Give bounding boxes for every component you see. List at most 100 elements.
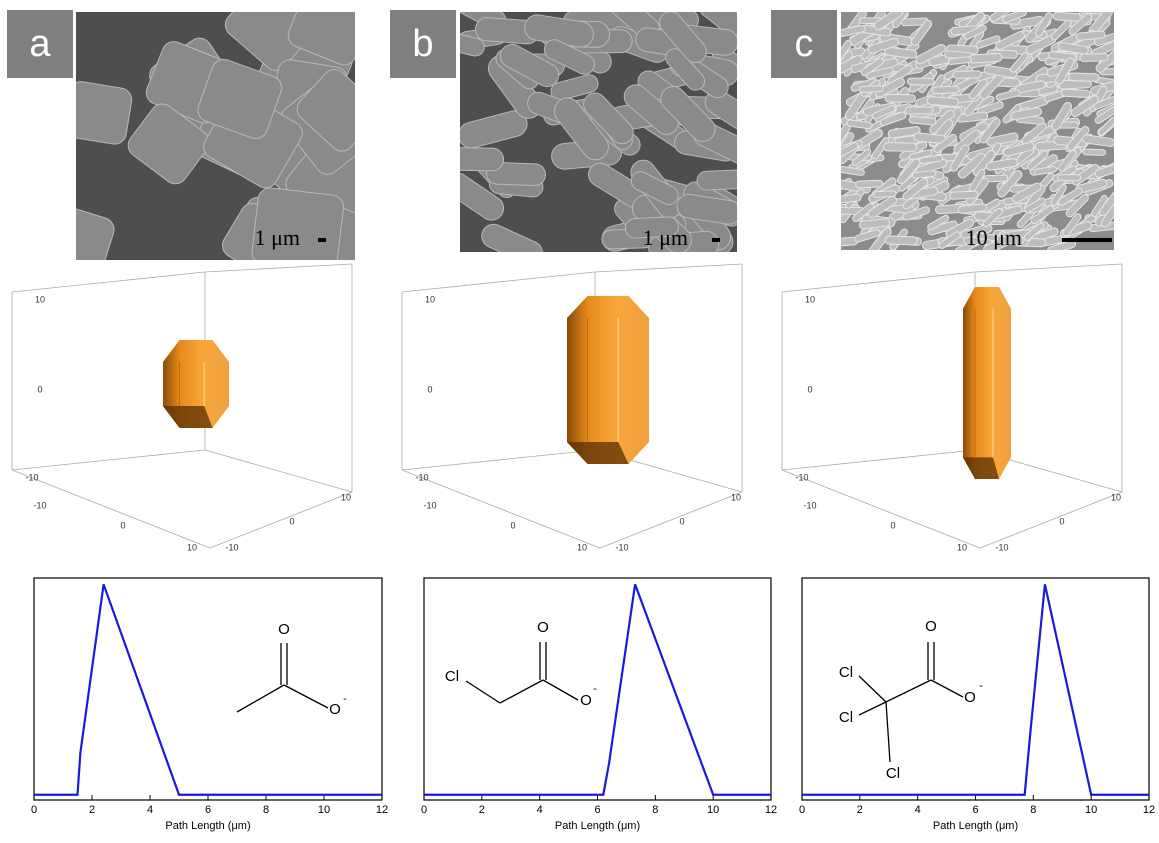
x-tick-label-3d: 0	[120, 520, 125, 530]
atom: O	[278, 621, 290, 638]
x-tick-label-3d: 10	[957, 542, 967, 552]
bond	[284, 685, 328, 708]
x-tick-label-3d: -10	[803, 500, 816, 510]
bond	[886, 680, 931, 702]
box-edge	[980, 492, 1122, 548]
crystal	[963, 287, 1011, 479]
z-tick-label: 10	[35, 294, 45, 304]
x-axis-label: Path Length (μm)	[555, 820, 640, 832]
atom: Cl	[839, 664, 853, 681]
sem-particle	[884, 143, 917, 152]
box-edge	[205, 264, 352, 272]
data-line	[34, 584, 382, 794]
z-tick-label: -10	[795, 472, 808, 482]
atom: O	[580, 692, 592, 709]
y-tick-label-3d: 10	[731, 492, 741, 502]
box-edge	[210, 492, 352, 548]
panel-label: b	[412, 23, 433, 65]
bond	[859, 676, 886, 702]
atom: O	[964, 689, 976, 706]
box-edge	[12, 450, 205, 470]
x-tick-label: 6	[972, 804, 978, 816]
box-edge	[782, 450, 975, 470]
x-tick-label: 10	[1085, 804, 1097, 816]
sem-particle	[873, 191, 896, 198]
bond	[886, 702, 890, 762]
charge: -	[593, 683, 597, 695]
z-tick-label: 0	[427, 384, 432, 394]
sem-image	[435, 0, 770, 269]
sem-particle	[907, 78, 934, 85]
scale-bar-label: 1 μm	[643, 225, 688, 250]
atom: O	[329, 701, 341, 718]
x-tick-label-3d: -10	[33, 500, 46, 510]
sem-particle	[827, 237, 858, 247]
x-tick-label: 8	[652, 804, 658, 816]
z-tick-label: -10	[25, 472, 38, 482]
box-edge	[782, 272, 975, 292]
bond	[466, 681, 500, 703]
sem-particle	[441, 147, 503, 171]
x-tick-label: 10	[707, 804, 719, 816]
sem-image	[35, 0, 386, 283]
y-tick-label-3d: 10	[341, 492, 351, 502]
sem-particle	[1061, 89, 1090, 98]
bond	[543, 680, 578, 700]
atom: O	[537, 619, 549, 636]
x-tick-label: 0	[799, 804, 805, 816]
x-axis-label: Path Length (μm)	[165, 820, 250, 832]
y-tick-label-3d: -10	[225, 542, 238, 552]
z-tick-label: 0	[37, 384, 42, 394]
atom: Cl	[839, 709, 853, 726]
x-tick-label: 2	[89, 804, 95, 816]
sem-particle	[969, 53, 1002, 63]
box-edge	[595, 264, 742, 272]
sem-particle	[1083, 149, 1106, 155]
sem-particle	[950, 191, 978, 199]
atom: O	[925, 618, 937, 635]
box-edge	[12, 272, 205, 292]
box-edge	[205, 450, 352, 492]
bond	[859, 702, 886, 715]
crystal-face	[163, 406, 213, 428]
x-tick-label: 8	[263, 804, 269, 816]
x-tick-label: 6	[205, 804, 211, 816]
x-tick-label: 12	[376, 804, 388, 816]
x-tick-label: 4	[537, 804, 543, 816]
sem-particle	[1069, 73, 1100, 81]
y-tick-label-3d: 0	[289, 516, 294, 526]
bond	[237, 685, 284, 712]
x-tick-label: 12	[765, 804, 777, 816]
sem-particle	[885, 94, 915, 102]
x-tick-label: 0	[421, 804, 427, 816]
scale-bar-label: 1 μm	[255, 225, 300, 250]
x-tick-label-3d: -10	[423, 500, 436, 510]
x-tick-label: 4	[915, 804, 921, 816]
x-tick-label: 12	[1143, 804, 1155, 816]
figure: a1 μm100-10-10010100-10024681012Path Len…	[0, 0, 1159, 838]
sem-particle	[860, 85, 884, 92]
z-tick-label: 0	[807, 384, 812, 394]
scale-bar	[1062, 238, 1112, 242]
x-tick-label-3d: 0	[510, 520, 515, 530]
box-edge	[402, 272, 595, 292]
sem-particle	[855, 180, 882, 188]
page: {"chart_data": [ {"type": "line", "x": […	[0, 0, 1159, 843]
scale-bar	[712, 238, 720, 242]
x-tick-label: 6	[594, 804, 600, 816]
plot-frame	[34, 578, 382, 800]
sem-particle	[62, 80, 133, 146]
atom: Cl	[886, 765, 900, 782]
crystal	[567, 296, 649, 464]
y-tick-label-3d: 10	[1111, 492, 1121, 502]
y-tick-label-3d: -10	[615, 542, 628, 552]
x-axis-label: Path Length (μm)	[933, 820, 1018, 832]
box-edge	[402, 450, 595, 470]
x-tick-label: 0	[31, 804, 37, 816]
data-line	[424, 584, 771, 794]
panel-label: a	[29, 23, 51, 65]
plot-frame	[424, 578, 771, 800]
box-edge	[975, 264, 1122, 272]
sem-particle	[932, 86, 959, 94]
scale-bar	[318, 238, 326, 242]
